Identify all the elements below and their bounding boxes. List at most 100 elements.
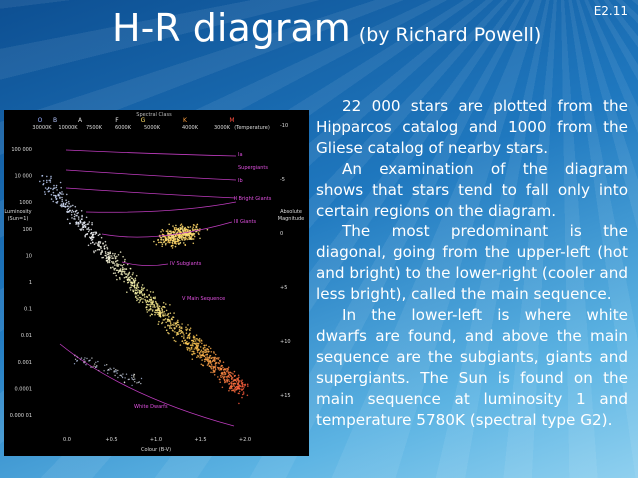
star	[187, 234, 189, 236]
star	[192, 344, 194, 347]
star	[219, 378, 221, 381]
star	[228, 380, 231, 383]
colour-tick: 0.0	[63, 437, 71, 443]
star	[191, 342, 194, 344]
star	[91, 234, 94, 236]
colour-tick: +1.5	[194, 437, 206, 443]
star	[53, 184, 55, 187]
star	[179, 239, 181, 242]
star	[86, 233, 88, 235]
star	[69, 222, 71, 225]
star	[133, 284, 136, 287]
star	[127, 279, 129, 282]
star	[208, 356, 211, 359]
star	[159, 315, 161, 317]
star	[162, 315, 165, 317]
star	[102, 256, 105, 259]
star	[140, 291, 143, 293]
star	[94, 250, 97, 252]
star	[200, 349, 203, 352]
star	[94, 231, 96, 233]
star	[199, 346, 202, 348]
title: H-R diagram	[112, 6, 351, 50]
star	[83, 358, 85, 361]
star	[65, 205, 67, 208]
star	[185, 342, 188, 345]
star	[186, 349, 189, 351]
star	[201, 342, 203, 345]
star	[173, 327, 175, 329]
star	[95, 232, 98, 234]
star	[112, 252, 114, 255]
star	[231, 389, 233, 392]
star	[93, 251, 95, 254]
star	[163, 241, 165, 244]
star	[163, 319, 166, 321]
star	[95, 242, 97, 244]
star	[46, 181, 48, 184]
star	[234, 391, 236, 393]
star	[123, 260, 126, 263]
region-curve	[65, 149, 237, 157]
star	[168, 320, 171, 322]
star	[106, 259, 109, 262]
star	[180, 329, 182, 332]
star	[140, 377, 143, 380]
star	[240, 380, 243, 383]
star	[136, 297, 138, 299]
star	[208, 365, 211, 367]
figure-background	[4, 110, 309, 456]
star	[237, 382, 239, 385]
star	[67, 200, 70, 203]
star	[62, 203, 65, 205]
star	[56, 189, 58, 191]
star	[186, 238, 188, 241]
star	[91, 357, 93, 359]
star	[157, 307, 159, 309]
star	[223, 374, 225, 376]
star	[198, 339, 200, 341]
star	[170, 230, 172, 232]
star	[59, 192, 61, 194]
star	[194, 340, 197, 342]
star	[75, 209, 78, 212]
star	[115, 371, 117, 373]
star	[204, 360, 206, 363]
star	[171, 324, 174, 326]
star	[188, 342, 190, 344]
star	[120, 264, 122, 266]
star	[98, 243, 100, 246]
star	[95, 366, 97, 369]
region-curve	[101, 221, 233, 238]
star	[169, 239, 171, 242]
star	[221, 374, 223, 376]
star	[233, 385, 235, 387]
star	[113, 267, 115, 270]
star	[227, 366, 230, 369]
star	[129, 275, 132, 278]
star	[241, 383, 244, 386]
star	[228, 383, 230, 385]
star	[161, 233, 164, 236]
star	[165, 309, 168, 312]
star	[168, 316, 170, 318]
star	[137, 282, 140, 284]
magnitude-label: Magnitude	[278, 216, 305, 222]
star	[149, 314, 152, 317]
star	[106, 253, 109, 256]
star	[225, 368, 227, 370]
star	[162, 230, 165, 232]
star	[130, 281, 132, 284]
star	[189, 350, 191, 352]
star	[228, 389, 230, 392]
star	[214, 368, 217, 371]
star	[186, 346, 188, 349]
star	[105, 257, 108, 260]
star	[185, 233, 188, 236]
star	[174, 230, 177, 232]
star	[190, 236, 192, 238]
star	[55, 186, 58, 189]
luminosity-tick: 0.1	[24, 307, 32, 313]
star	[210, 351, 213, 353]
star	[134, 378, 136, 380]
